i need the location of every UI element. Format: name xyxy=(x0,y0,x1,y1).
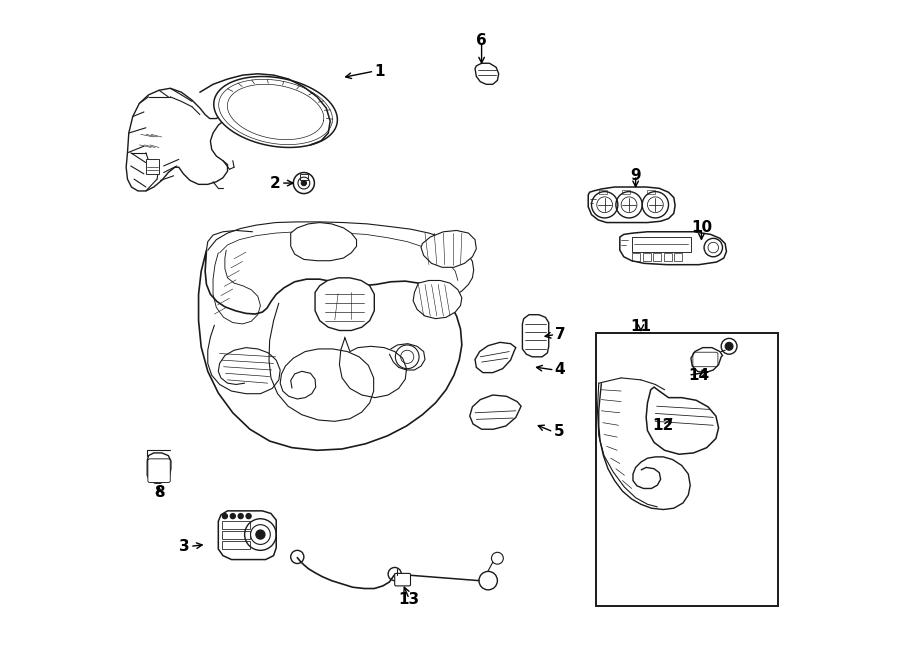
Text: 3: 3 xyxy=(179,539,190,554)
Text: 6: 6 xyxy=(476,34,487,48)
Polygon shape xyxy=(691,348,723,373)
Polygon shape xyxy=(199,251,462,450)
Polygon shape xyxy=(269,303,373,421)
Circle shape xyxy=(256,530,265,539)
Bar xyxy=(300,174,308,180)
Bar xyxy=(643,253,651,261)
Polygon shape xyxy=(646,387,718,454)
Bar xyxy=(596,333,778,605)
Polygon shape xyxy=(470,395,521,429)
Polygon shape xyxy=(598,383,690,510)
Circle shape xyxy=(230,514,236,519)
Polygon shape xyxy=(413,280,462,319)
Polygon shape xyxy=(214,77,338,147)
Bar xyxy=(222,522,250,529)
Bar xyxy=(632,237,691,252)
Polygon shape xyxy=(291,223,356,260)
Polygon shape xyxy=(315,278,374,330)
Bar xyxy=(664,253,671,261)
Polygon shape xyxy=(148,453,171,483)
Text: 8: 8 xyxy=(154,485,165,500)
Polygon shape xyxy=(475,342,516,373)
FancyBboxPatch shape xyxy=(395,573,410,586)
Circle shape xyxy=(222,514,228,519)
Bar xyxy=(222,541,250,549)
Circle shape xyxy=(302,180,307,186)
Polygon shape xyxy=(475,63,499,85)
Polygon shape xyxy=(522,315,549,357)
Bar xyxy=(222,531,250,539)
Polygon shape xyxy=(219,511,276,560)
Circle shape xyxy=(238,514,243,519)
Bar xyxy=(647,190,655,194)
Bar xyxy=(598,190,607,194)
Text: 13: 13 xyxy=(399,592,419,607)
Polygon shape xyxy=(589,187,675,223)
Text: 4: 4 xyxy=(554,362,565,377)
Text: 11: 11 xyxy=(630,319,652,334)
Bar xyxy=(674,253,682,261)
Text: 1: 1 xyxy=(374,63,385,79)
Polygon shape xyxy=(421,231,476,267)
Bar xyxy=(653,253,662,261)
Text: 5: 5 xyxy=(554,424,564,440)
Text: 10: 10 xyxy=(691,220,712,235)
Bar xyxy=(633,253,640,261)
Text: 2: 2 xyxy=(270,176,281,190)
Text: 12: 12 xyxy=(652,418,673,433)
Bar xyxy=(146,159,159,174)
FancyBboxPatch shape xyxy=(148,459,170,483)
Circle shape xyxy=(725,342,733,350)
Bar xyxy=(623,190,630,194)
Polygon shape xyxy=(620,232,726,264)
Polygon shape xyxy=(126,89,265,191)
Text: 7: 7 xyxy=(555,327,566,342)
Text: 14: 14 xyxy=(688,368,709,383)
Circle shape xyxy=(246,514,251,519)
Text: 9: 9 xyxy=(630,168,641,182)
